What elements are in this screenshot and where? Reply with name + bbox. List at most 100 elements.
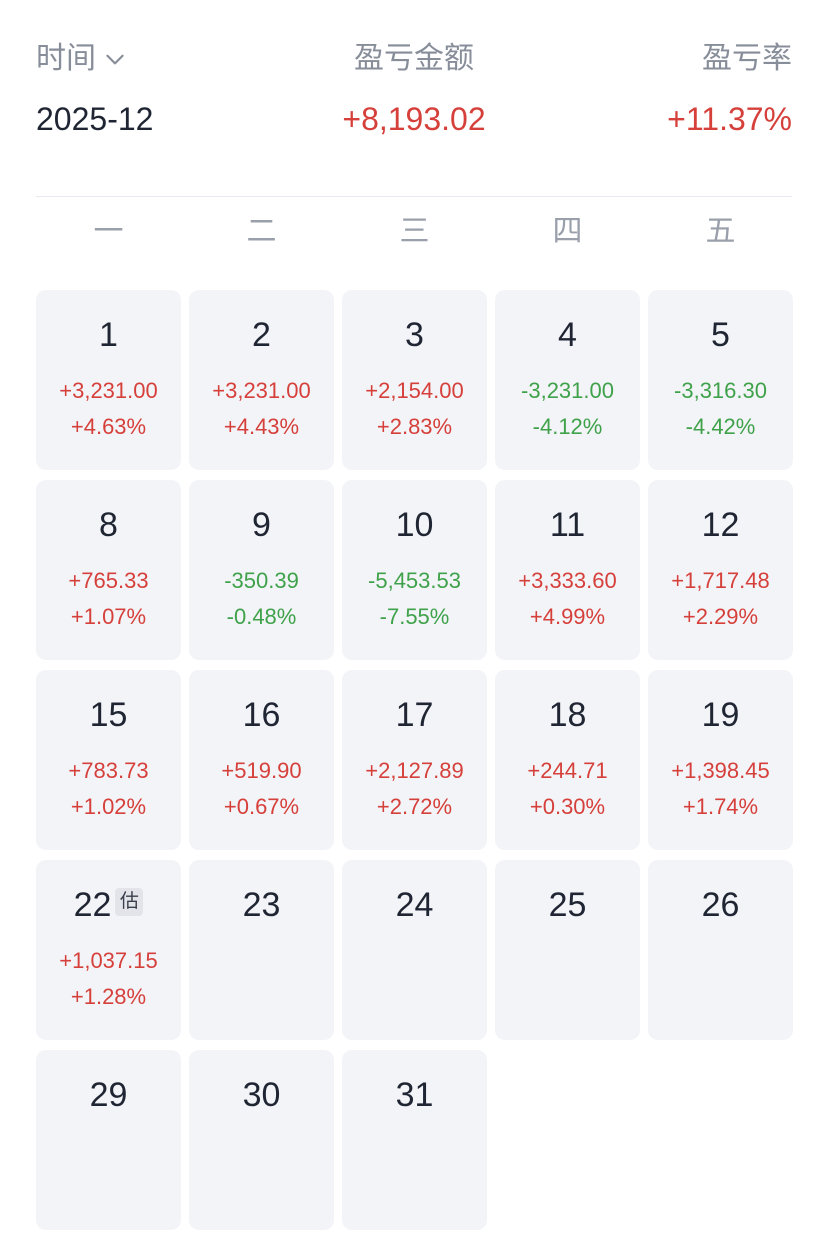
day-number: 19 — [648, 694, 793, 736]
day-number-text: 11 — [549, 506, 586, 544]
calendar-day-cell[interactable]: 5 -3,316.30 -4.42% — [648, 290, 793, 470]
amount-label: 盈亏金额 — [354, 42, 474, 75]
day-profit-rate: +2.29% — [682, 604, 759, 629]
day-profit-rate: -0.48% — [226, 604, 297, 629]
calendar-day-cell[interactable]: 2 +3,231.00 +4.43% — [189, 290, 334, 470]
day-number-text: 2 — [252, 316, 271, 354]
day-profit-rate: -4.42% — [685, 414, 756, 439]
calendar-day-cell[interactable]: 10 -5,453.53 -7.55% — [342, 480, 487, 660]
estimate-badge: 估 — [115, 888, 144, 916]
day-profit-rate: +4.43% — [223, 414, 300, 439]
day-profit-amount: +1,037.15 — [59, 948, 158, 973]
day-profit-amount: +783.73 — [68, 758, 149, 783]
day-number-text: 29 — [89, 1076, 128, 1114]
day-number: 2 — [189, 314, 334, 356]
day-number-text: 30 — [242, 1076, 281, 1114]
time-column: 时间 2025-12 — [36, 36, 153, 144]
day-profit-amount: +244.71 — [527, 758, 608, 783]
day-number: 15 — [36, 694, 181, 736]
day-number: 11 — [495, 504, 640, 546]
calendar-day-cell[interactable]: 23 — [189, 860, 334, 1040]
calendar-day-cell[interactable]: 11 +3,333.60 +4.99% — [495, 480, 640, 660]
day-number: 26 — [648, 884, 793, 926]
day-number: 1 — [36, 314, 181, 356]
day-profit-rate: +2.72% — [376, 794, 453, 819]
day-profit-amount: +765.33 — [68, 568, 149, 593]
calendar-day-cell[interactable]: 8 +765.33 +1.07% — [36, 480, 181, 660]
day-number-text: 8 — [99, 506, 118, 544]
day-profit-rate: +1.74% — [682, 794, 759, 819]
calendar-day-cell[interactable]: 19 +1,398.45 +1.74% — [648, 670, 793, 850]
weekday-header: 一 二 三 四 五 — [36, 208, 793, 256]
calendar-day-cell[interactable]: 29 — [36, 1050, 181, 1230]
calendar-day-cell[interactable]: 24 — [342, 860, 487, 1040]
calendar-day-cell[interactable]: 16 +519.90 +0.67% — [189, 670, 334, 850]
day-number-text: 22 — [73, 886, 112, 924]
day-number: 4 — [495, 314, 640, 356]
day-profit-rate: -4.12% — [532, 414, 603, 439]
day-number: 31 — [342, 1074, 487, 1116]
day-number-text: 9 — [252, 506, 271, 544]
calendar-day-cell[interactable]: 4 -3,231.00 -4.12% — [495, 290, 640, 470]
divider — [36, 196, 792, 197]
time-filter-dropdown[interactable]: 时间 — [36, 36, 153, 82]
day-profit-amount: +519.90 — [221, 758, 302, 783]
day-profit-amount: +2,154.00 — [365, 378, 464, 403]
day-profit-amount: +3,231.00 — [212, 378, 311, 403]
day-number-text: 26 — [701, 886, 740, 924]
day-number: 18 — [495, 694, 640, 736]
total-amount: +8,193.02 — [342, 101, 486, 137]
day-number-text: 18 — [548, 696, 587, 734]
day-number: 12 — [648, 504, 793, 546]
day-number-text: 4 — [558, 316, 577, 354]
day-number-text: 17 — [395, 696, 434, 734]
day-number: 24 — [342, 884, 487, 926]
day-profit-rate: +2.83% — [376, 414, 453, 439]
day-number-text: 1 — [99, 316, 118, 354]
chevron-down-icon — [106, 54, 124, 65]
day-number: 17 — [342, 694, 487, 736]
selected-month[interactable]: 2025-12 — [36, 101, 154, 137]
day-number-text: 16 — [242, 696, 281, 734]
calendar-day-cell[interactable]: 3 +2,154.00 +2.83% — [342, 290, 487, 470]
total-rate: +11.37% — [667, 101, 792, 137]
calendar-day-cell[interactable]: 9 -350.39 -0.48% — [189, 480, 334, 660]
day-profit-amount: -5,453.53 — [368, 568, 461, 593]
day-profit-amount: +3,333.60 — [518, 568, 617, 593]
day-number-text: 15 — [89, 696, 128, 734]
day-number: 30 — [189, 1074, 334, 1116]
day-number-text: 5 — [711, 316, 730, 354]
day-profit-amount: -350.39 — [224, 568, 299, 593]
day-number-text: 31 — [395, 1076, 434, 1114]
day-profit-amount: -3,231.00 — [521, 378, 614, 403]
calendar-day-cell[interactable]: 18 +244.71 +0.30% — [495, 670, 640, 850]
time-label: 时间 — [36, 42, 96, 75]
calendar-day-cell[interactable]: 17 +2,127.89 +2.72% — [342, 670, 487, 850]
day-profit-rate: +1.07% — [70, 604, 147, 629]
calendar-day-cell[interactable]: 22 估 +1,037.15 +1.28% — [36, 860, 181, 1040]
calendar-day-cell[interactable]: 15 +783.73 +1.02% — [36, 670, 181, 850]
calendar-day-cell[interactable]: 12 +1,717.48 +2.29% — [648, 480, 793, 660]
calendar-day-cell[interactable]: 26 — [648, 860, 793, 1040]
day-profit-amount: +1,717.48 — [671, 568, 770, 593]
day-number-text: 24 — [395, 886, 434, 924]
day-profit-rate: -7.55% — [379, 604, 450, 629]
weekday-fri: 五 — [705, 215, 736, 248]
day-number: 16 — [189, 694, 334, 736]
day-number: 22 估 — [36, 884, 181, 926]
day-profit-amount: +1,398.45 — [671, 758, 770, 783]
calendar-day-cell[interactable]: 30 — [189, 1050, 334, 1230]
calendar-day-cell[interactable]: 25 — [495, 860, 640, 1040]
day-number: 25 — [495, 884, 640, 926]
day-number-text: 12 — [701, 506, 740, 544]
day-profit-amount: +3,231.00 — [59, 378, 158, 403]
day-profit-rate: +0.30% — [529, 794, 606, 819]
calendar-day-cell[interactable]: 1 +3,231.00 +4.63% — [36, 290, 181, 470]
day-number-text: 3 — [405, 316, 424, 354]
day-profit-rate: +1.02% — [70, 794, 147, 819]
rate-label: 盈亏率 — [702, 42, 792, 75]
calendar-day-cell[interactable]: 31 — [342, 1050, 487, 1230]
day-number: 3 — [342, 314, 487, 356]
day-profit-amount: -3,316.30 — [674, 378, 767, 403]
